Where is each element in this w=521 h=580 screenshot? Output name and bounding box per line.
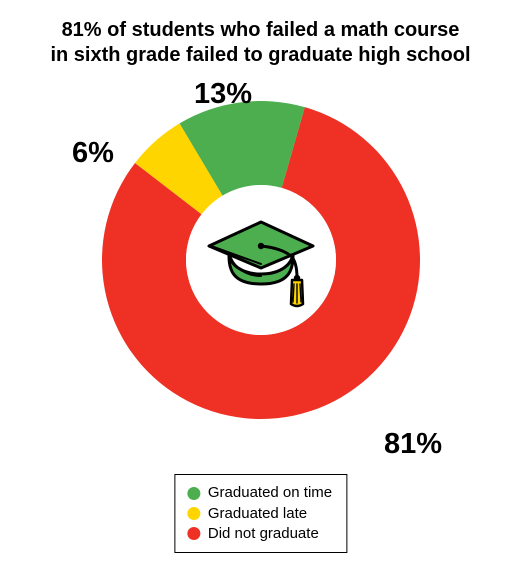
pct-label-13: 13% (194, 78, 252, 111)
legend-swatch (187, 487, 200, 500)
title-line-1: 81% of students who failed a math course (62, 19, 460, 41)
legend-item: Graduated late (187, 504, 332, 524)
donut-chart: 81% 6% 13% (0, 68, 521, 468)
donut-svg (81, 80, 441, 440)
legend-item: Graduated on time (187, 483, 332, 503)
legend-label: Graduated on time (208, 483, 332, 503)
legend-item: Did not graduate (187, 524, 332, 544)
legend-swatch (187, 507, 200, 520)
title-line-2: in sixth grade failed to graduate high s… (50, 44, 470, 66)
pct-label-6: 6% (72, 137, 114, 170)
legend-box: Graduated on timeGraduated lateDid not g… (174, 474, 347, 553)
legend-swatch (187, 527, 200, 540)
pct-label-81: 81% (384, 428, 442, 461)
legend-label: Did not graduate (208, 524, 319, 544)
legend-label: Graduated late (208, 504, 307, 524)
chart-title: 81% of students who failed a math course… (0, 0, 521, 68)
infographic-container: 81% of students who failed a math course… (0, 0, 521, 580)
